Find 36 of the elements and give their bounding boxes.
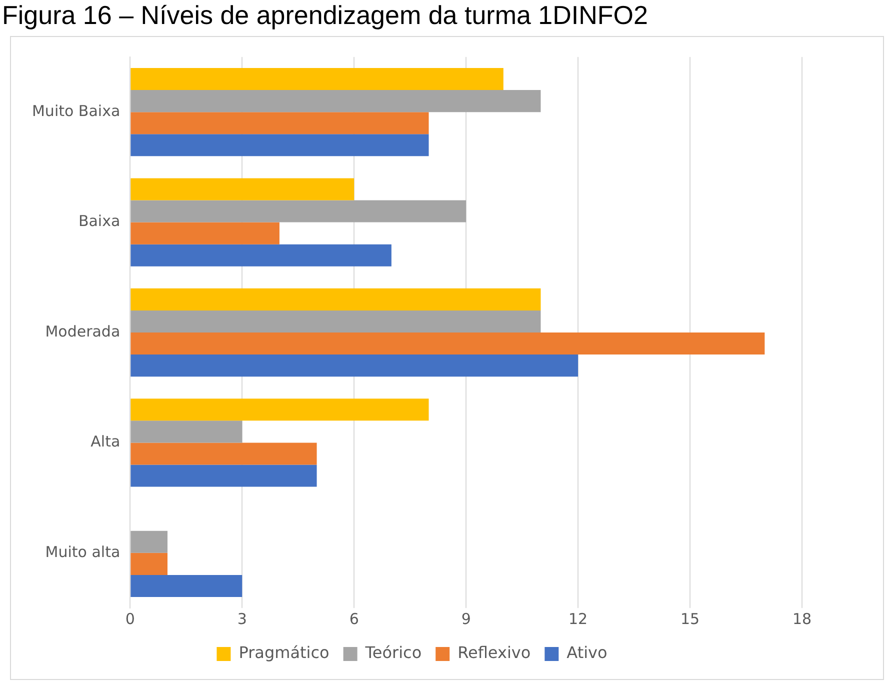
bar [130, 222, 280, 244]
legend-label: Pragmático [238, 643, 330, 662]
legend-label: Ativo [566, 643, 608, 662]
bar [130, 68, 504, 90]
bar [130, 200, 466, 222]
bar [130, 420, 242, 443]
bar [130, 552, 168, 575]
bar [130, 354, 578, 377]
bar [130, 310, 541, 332]
x-tick-label: 6 [349, 610, 359, 628]
bar [130, 134, 429, 156]
x-tick-label: 15 [680, 610, 700, 628]
legend-label: Teórico [364, 643, 422, 662]
bar [130, 288, 541, 310]
y-tick-label: Moderada [45, 322, 120, 340]
bar [130, 332, 765, 355]
x-tick-label: 12 [568, 610, 588, 628]
x-tick-label: 18 [792, 610, 812, 628]
chart-title: Figura 16 – Níveis de aprendizagem da turma 1DINFO2 [2, 0, 648, 31]
bar [130, 178, 354, 200]
bar [130, 464, 317, 487]
x-tick-label: 3 [237, 610, 247, 628]
y-tick-label: Muito alta [45, 542, 120, 561]
bar [130, 112, 429, 134]
bar [130, 442, 317, 465]
bar [130, 244, 392, 266]
bar [130, 90, 541, 112]
bar [130, 530, 168, 553]
y-tick-label: Baixa [78, 212, 120, 230]
bar [130, 398, 429, 421]
legend-label: Reflexivo [458, 643, 531, 662]
y-tick-label: Alta [90, 432, 120, 451]
y-tick-label: Muito Baixa [32, 102, 120, 120]
x-tick-label: 0 [125, 610, 135, 628]
x-tick-label: 9 [461, 610, 471, 628]
bar [130, 574, 242, 597]
